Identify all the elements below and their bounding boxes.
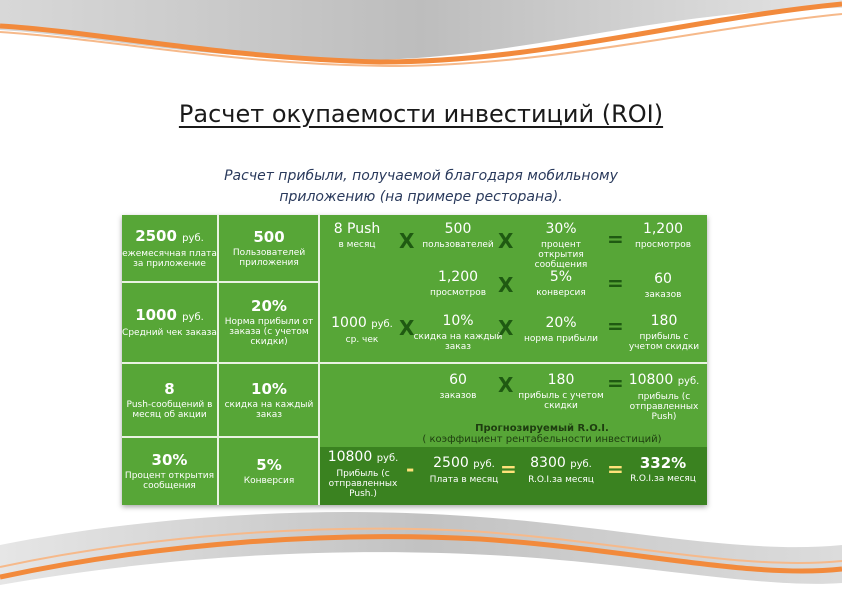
grid-line <box>122 281 320 283</box>
r4-push-profit: 10800 руб. прибыль (с отправленных Push) <box>628 372 700 422</box>
times-sign: X <box>498 273 514 297</box>
r2-conversion: 5% конверсия <box>536 269 586 298</box>
page-title: Расчет окупаемости инвестиций (ROI) <box>178 100 664 128</box>
r2-views: 1,200 просмотров <box>429 269 487 298</box>
r3-profit: 180 прибыль с учетом скидки <box>628 313 700 352</box>
r1-users: 500 пользователей <box>422 221 494 250</box>
grid-line <box>122 362 707 364</box>
equals-sign: = <box>607 371 624 395</box>
roi-table: 2500 руб. ежемесячная плата за приложени… <box>122 215 707 505</box>
r5-monthly-fee: 2500 руб. Плата в месяц <box>429 455 499 485</box>
r3-profit-rate: 20% норма прибыли <box>524 315 598 344</box>
r5-profit: 10800 руб. Прибыль (с отправленных Push.… <box>327 449 399 499</box>
roi-band <box>320 447 707 505</box>
r5-roi-percent: 332% R.O.I.за месяц <box>630 454 696 485</box>
equals-sign: = <box>500 457 517 481</box>
roi-heading: Прогнозируемый R.O.I. ( коэффициент рент… <box>422 423 662 445</box>
subtitle-line-1: Расчет прибыли, получаемой благодаря моб… <box>224 168 618 184</box>
equals-sign: = <box>607 457 624 481</box>
times-sign: X <box>399 316 415 340</box>
left-cell-profit-rate: 20% Норма прибыли от заказа (с учетом ск… <box>224 297 314 348</box>
r1-views: 1,200 просмотров <box>634 221 692 250</box>
left-cell-avg-check: 1000 руб. Средний чек заказа <box>122 306 217 339</box>
times-sign: X <box>498 316 514 340</box>
r4-orders: 60 заказов <box>439 372 477 401</box>
left-cell-monthly-fee: 2500 руб. ежемесячная плата за приложени… <box>122 226 217 269</box>
equals-sign: = <box>607 271 624 295</box>
left-cell-conversion: 5% Конверсия <box>243 456 295 487</box>
times-sign: X <box>399 229 415 253</box>
r1-push: 8 Push в месяц <box>333 221 381 250</box>
r4-profit: 180 прибыль с учетом скидки <box>518 372 604 411</box>
grid-line <box>122 436 320 438</box>
equals-sign: = <box>607 314 624 338</box>
equals-sign: = <box>607 227 624 251</box>
times-sign: X <box>498 373 514 397</box>
r3-discount: 10% скидка на каждый заказ <box>413 313 503 352</box>
left-cell-users: 500 Пользователей приложения <box>232 227 306 268</box>
r5-roi-amount: 8300 руб. R.O.I.за месяц <box>528 455 594 485</box>
left-cell-open-rate: 30% Процент открытия сообщения <box>124 451 215 492</box>
times-sign: X <box>498 229 514 253</box>
subtitle-line-2: приложению (на примере ресторана). <box>279 189 563 205</box>
left-cell-discount: 10% скидка на каждый заказ <box>224 379 314 420</box>
grid-line <box>217 215 219 505</box>
top-swoosh-decoration <box>0 0 842 68</box>
grid-line <box>318 215 320 505</box>
bottom-swoosh-decoration <box>0 512 842 595</box>
page-subtitle: Расчет прибыли, получаемой благодаря моб… <box>150 166 692 208</box>
r2-orders: 60 заказов <box>644 271 682 300</box>
left-cell-push-count: 8 Push-сообщений в месяц об акции <box>126 379 213 420</box>
r1-open-rate: 30% процент открытия сообщения <box>534 221 588 270</box>
r3-avg-check: 1000 руб. ср. чек <box>331 315 393 345</box>
minus-sign: - <box>406 457 415 481</box>
